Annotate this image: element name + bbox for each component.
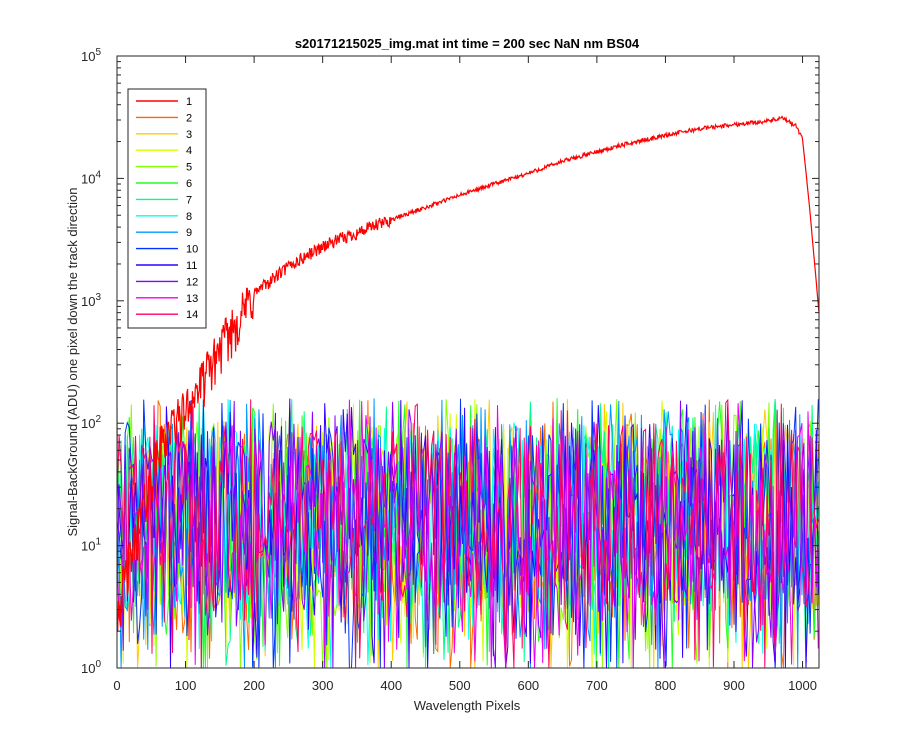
legend-label: 1 [186, 96, 192, 108]
legend-label: 10 [186, 244, 198, 256]
y-tick-label: 102 [81, 414, 101, 431]
legend-label: 6 [186, 178, 192, 190]
legend-label: 11 [186, 260, 197, 272]
legend-item[interactable]: 4 [136, 145, 192, 157]
legend-label: 3 [186, 129, 192, 141]
legend-item[interactable]: 10 [136, 244, 198, 256]
legend-label: 12 [186, 276, 198, 288]
chart-title: s20171215025_img.mat int time = 200 sec … [295, 36, 640, 51]
plot-frame [116, 55, 820, 669]
x-tick-label: 500 [449, 678, 471, 693]
legend-item[interactable]: 8 [136, 211, 192, 223]
y-tick-label: 105 [81, 47, 101, 64]
y-tick-label: 104 [81, 169, 101, 186]
legend-label: 9 [186, 227, 192, 239]
legend-box [127, 88, 207, 329]
y-tick-label: 103 [81, 292, 101, 309]
x-tick-label: 400 [380, 678, 402, 693]
x-tick-label: 900 [723, 678, 745, 693]
legend-item[interactable]: 11 [136, 260, 197, 272]
x-tick-label: 1000 [788, 678, 817, 693]
x-tick-label: 200 [243, 678, 265, 693]
legend-item[interactable]: 3 [136, 129, 192, 141]
legend-label: 7 [186, 194, 192, 206]
x-tick-label: 0 [113, 678, 120, 693]
legend-item[interactable]: 5 [136, 162, 192, 174]
series-line-1 [116, 115, 820, 632]
x-tick-label: 800 [655, 678, 677, 693]
x-axis-label: Wavelength Pixels [414, 698, 521, 713]
legend-label: 13 [186, 293, 198, 305]
x-tick-label: 700 [586, 678, 608, 693]
legend-item[interactable]: 1 [136, 96, 192, 108]
y-tick-label: 101 [81, 537, 101, 554]
series-layer [116, 115, 820, 669]
legend-item[interactable]: 14 [136, 309, 198, 321]
legend-item[interactable]: 6 [136, 178, 192, 190]
legend-item[interactable]: 12 [136, 276, 198, 288]
x-tick-label: 100 [175, 678, 197, 693]
x-tick-label: 300 [312, 678, 334, 693]
legend-label: 2 [186, 112, 192, 124]
y-tick-label: 100 [81, 659, 101, 676]
legend-label: 5 [186, 162, 192, 174]
legend-item[interactable]: 13 [136, 293, 198, 305]
legend-item[interactable]: 9 [136, 227, 192, 239]
x-axis: 0 100 200 300 400 500 600 700 800 900 1000 [113, 56, 817, 693]
legend-item[interactable]: 7 [136, 194, 192, 206]
legend-label: 14 [186, 309, 198, 321]
series-line-14 [116, 398, 819, 669]
legend-item[interactable]: 2 [136, 112, 192, 124]
y-axis-label: Signal-BackGround (ADU) one pixel down t… [65, 187, 80, 536]
legend-label: 8 [186, 211, 192, 223]
legend-label: 4 [186, 145, 192, 157]
plot-area: 0 100 200 300 400 500 600 700 800 900 1000 1001011… [81, 47, 820, 693]
x-tick-label: 600 [517, 678, 539, 693]
series-line-11 [116, 398, 819, 669]
